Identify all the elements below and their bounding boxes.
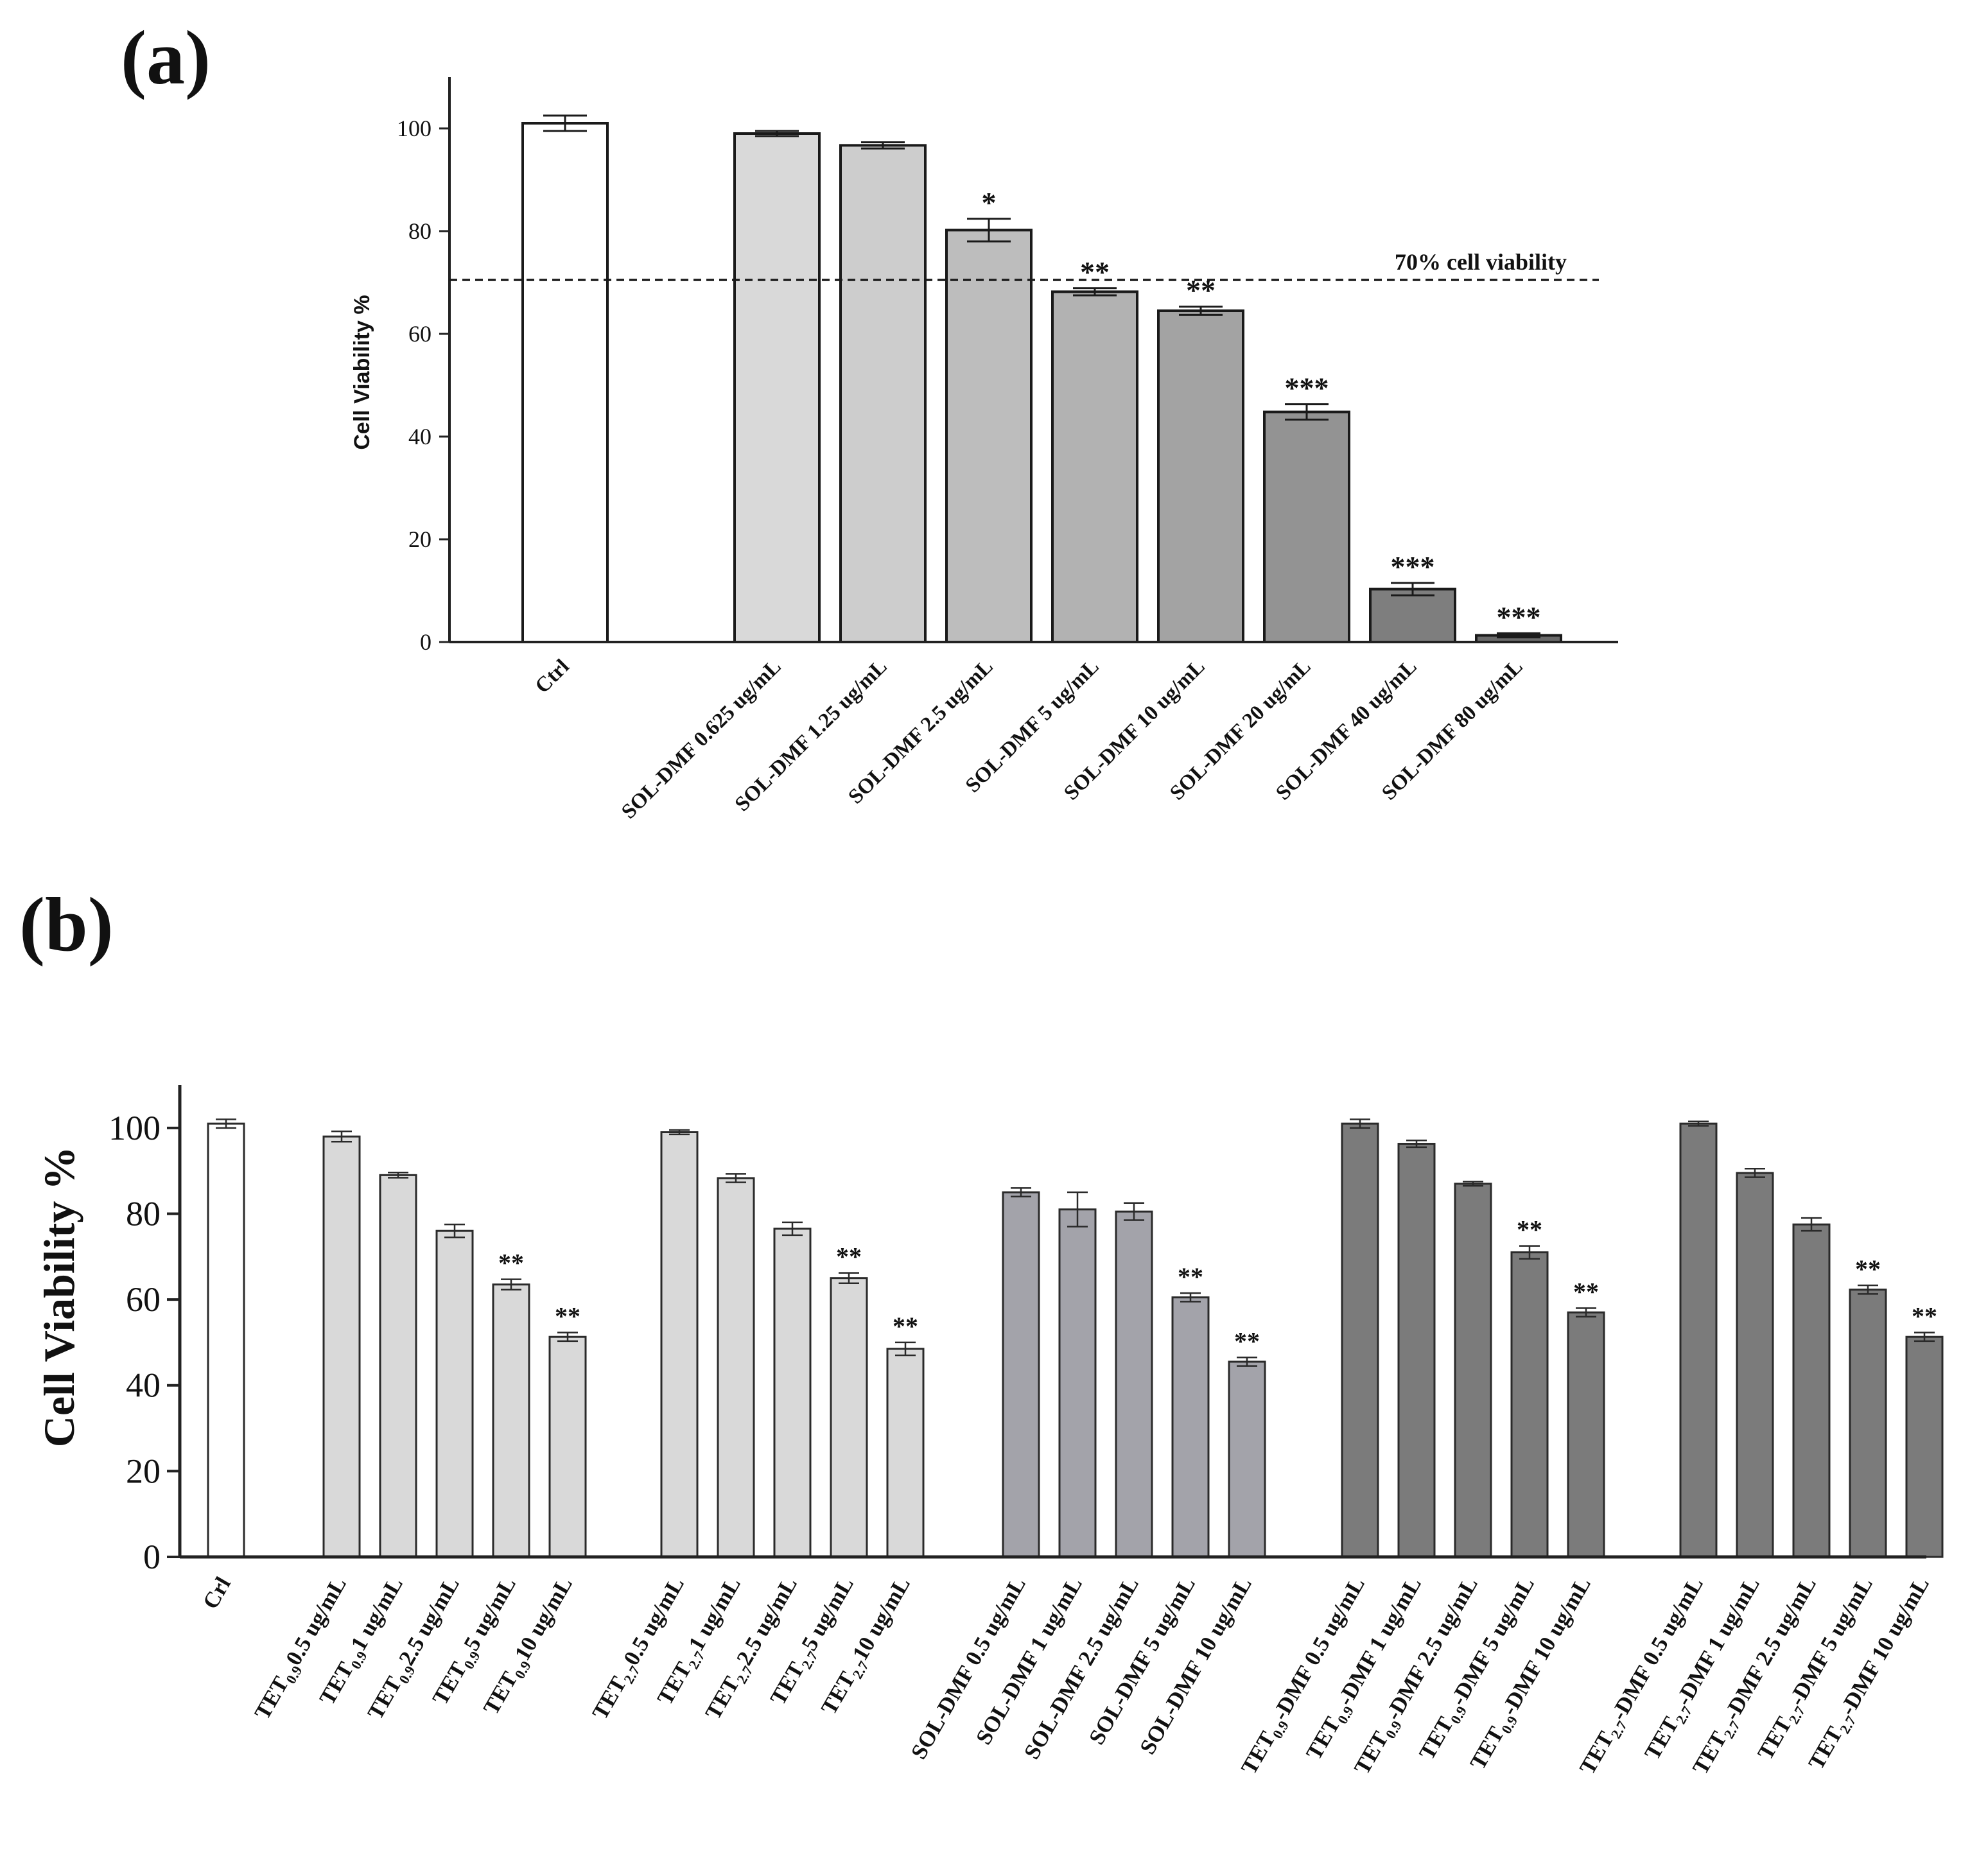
panel-b-category-label: Crl xyxy=(198,1572,236,1613)
panel-b-y-tick-label: 0 xyxy=(143,1538,161,1576)
panel-a-y-tick-label: 20 xyxy=(408,526,432,552)
panel-b-bar xyxy=(660,1131,699,1558)
panel-b-y-tick-label: 100 xyxy=(109,1109,161,1147)
panel-a-significance-label: ** xyxy=(1080,256,1110,288)
panel-b-y-tick-label: 40 xyxy=(126,1366,161,1405)
panel-a-y-tick-label: 100 xyxy=(397,116,432,141)
panel-b-bar xyxy=(435,1229,474,1558)
panel-a-significance-label: *** xyxy=(1391,550,1435,583)
panel-a-y-tick-label: 60 xyxy=(408,321,432,347)
panel-b-bar xyxy=(1115,1210,1153,1558)
panel-a-y-tick-label: 80 xyxy=(408,218,432,244)
panel-b-significance-label: ** xyxy=(836,1242,862,1271)
panel-b-category-label: SOL-DMF 5 ug/mL xyxy=(1084,1573,1200,1749)
panel-b-bar xyxy=(1849,1289,1887,1558)
panel-a-bar xyxy=(945,229,1033,643)
panel-b-bar xyxy=(773,1228,812,1558)
panel-a-bar xyxy=(733,132,821,643)
panel-a-y-tick-label: 40 xyxy=(408,424,432,449)
panel-a-bar xyxy=(1263,410,1350,643)
panel-b-bar xyxy=(492,1283,530,1558)
panel-a-chart: (a) Cell Viability % ************** 0204… xyxy=(121,15,1618,824)
panel-b-significance-label: ** xyxy=(1573,1277,1599,1306)
panel-a-significance-label: * xyxy=(982,186,997,219)
panel-b-bar xyxy=(1058,1208,1097,1558)
panel-b-significance-label: ** xyxy=(555,1302,580,1331)
panel-b-significance-label: ** xyxy=(1234,1326,1260,1355)
panel-a-reference-label: 70% cell viability xyxy=(1395,249,1567,275)
panel-b-label: (b) xyxy=(19,882,114,967)
panel-b-significance-label: ** xyxy=(1912,1302,1937,1331)
panel-b-bar xyxy=(886,1348,925,1558)
panel-a-bar xyxy=(1051,290,1138,643)
panel-a-significance-label: *** xyxy=(1497,600,1541,633)
panel-b-significance-label: ** xyxy=(1855,1255,1881,1283)
panel-b-y-tick-label: 80 xyxy=(126,1194,161,1233)
panel-a-label: (a) xyxy=(121,15,211,100)
panel-b-significance-label: ** xyxy=(893,1312,918,1341)
panel-b-bar xyxy=(830,1277,868,1558)
panel-b-chart: (b) Cell Viability % ** ** ** ** ** ** ** ** ** *… xyxy=(19,882,1944,1778)
panel-a-significance-label: *** xyxy=(1285,372,1329,404)
panel-b-y-axis-label: Cell Viability % xyxy=(35,1147,83,1447)
panel-b-category-label: SOL-DMF 1 ug/mL xyxy=(971,1573,1087,1749)
panel-a-bar xyxy=(521,122,609,643)
panel-b-bar xyxy=(1341,1122,1379,1558)
panel-a-category-label: Ctrl xyxy=(531,655,574,698)
panel-b-bar xyxy=(1510,1251,1549,1558)
panel-b-bar xyxy=(322,1135,361,1558)
panel-a-y-axis-label: Cell Viability % xyxy=(350,295,374,449)
panel-b-significance-label: ** xyxy=(1517,1215,1542,1244)
panel-b-significance-label: ** xyxy=(1178,1262,1203,1291)
panel-b-bar xyxy=(1397,1143,1436,1558)
panel-b-bar xyxy=(1228,1360,1266,1558)
panel-b-bar xyxy=(1736,1172,1774,1558)
panel-b-y-tick-label: 20 xyxy=(126,1452,161,1490)
panel-a-bar xyxy=(1369,587,1456,643)
panel-b-bar xyxy=(1567,1311,1605,1558)
panel-b-significance-label: ** xyxy=(498,1249,524,1278)
panel-b-bar xyxy=(717,1177,755,1558)
panel-b-bar xyxy=(548,1335,587,1558)
panel-a-bar xyxy=(839,144,927,643)
panel-b-bar xyxy=(1679,1122,1718,1558)
panel-b-bar xyxy=(1002,1191,1040,1558)
panel-b-bar xyxy=(1792,1223,1831,1558)
panel-b-bar xyxy=(1171,1296,1210,1558)
panel-b-bar xyxy=(1905,1335,1944,1558)
panel-a-bar xyxy=(1157,309,1244,643)
panel-b-bar xyxy=(379,1174,417,1558)
panel-b-bar xyxy=(1454,1183,1492,1558)
panel-b-y-tick-label: 60 xyxy=(126,1280,161,1319)
panel-b-bar xyxy=(207,1122,245,1558)
panel-a-y-tick-label: 0 xyxy=(420,629,432,655)
